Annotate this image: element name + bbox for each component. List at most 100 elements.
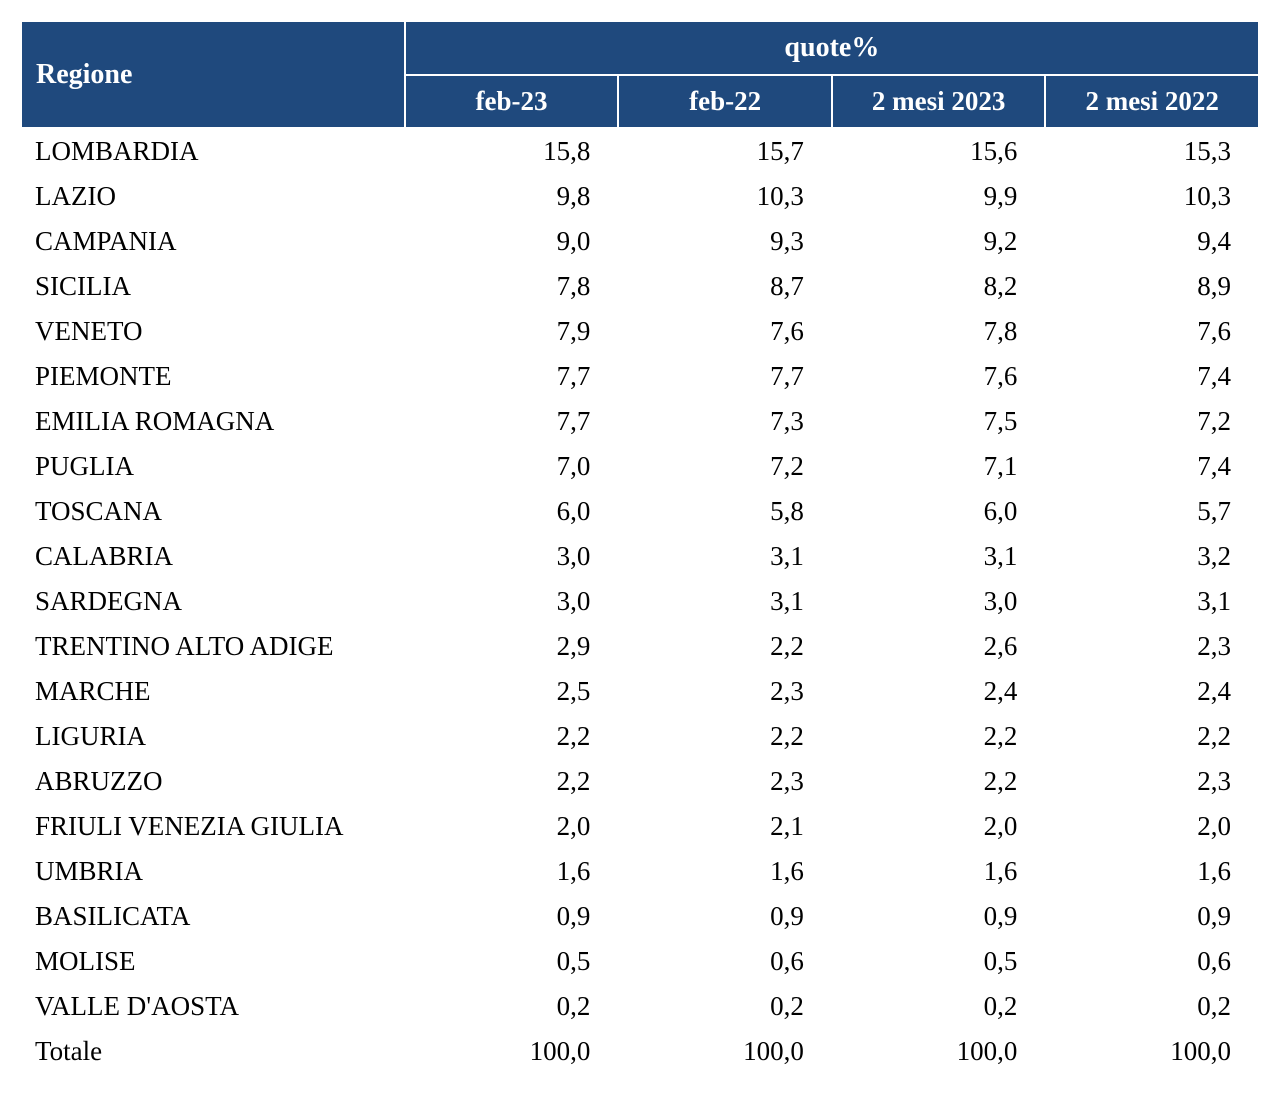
region-cell: SARDEGNA (21, 579, 405, 624)
value-cell: 3,1 (618, 579, 832, 624)
region-cell: UMBRIA (21, 849, 405, 894)
value-cell: 9,9 (832, 174, 1046, 219)
region-cell: PUGLIA (21, 444, 405, 489)
value-cell: 0,5 (405, 939, 619, 984)
value-cell: 2,3 (618, 669, 832, 714)
value-cell: 0,6 (618, 939, 832, 984)
value-cell: 2,2 (618, 624, 832, 669)
region-cell: TOSCANA (21, 489, 405, 534)
value-cell: 0,2 (1045, 984, 1259, 1029)
value-cell: 7,2 (1045, 399, 1259, 444)
value-cell: 7,7 (405, 399, 619, 444)
total-row: Totale100,0100,0100,0100,0 (21, 1029, 1259, 1074)
value-cell: 1,6 (1045, 849, 1259, 894)
value-cell: 2,2 (832, 714, 1046, 759)
region-cell: PIEMONTE (21, 354, 405, 399)
value-cell: 1,6 (405, 849, 619, 894)
value-cell: 7,3 (618, 399, 832, 444)
region-cell: CALABRIA (21, 534, 405, 579)
value-cell: 6,0 (832, 489, 1046, 534)
region-cell: LOMBARDIA (21, 128, 405, 174)
table-row: VALLE D'AOSTA0,20,20,20,2 (21, 984, 1259, 1029)
table-row: BASILICATA0,90,90,90,9 (21, 894, 1259, 939)
value-cell: 7,6 (618, 309, 832, 354)
value-cell: 9,3 (618, 219, 832, 264)
value-cell: 7,1 (832, 444, 1046, 489)
region-cell: MARCHE (21, 669, 405, 714)
column-header-feb23: feb-23 (405, 75, 619, 128)
value-cell: 7,5 (832, 399, 1046, 444)
value-cell: 10,3 (1045, 174, 1259, 219)
table-row: TRENTINO ALTO ADIGE2,92,22,62,3 (21, 624, 1259, 669)
value-cell: 9,0 (405, 219, 619, 264)
value-cell: 2,0 (1045, 804, 1259, 849)
value-cell: 3,1 (832, 534, 1046, 579)
table-row: PUGLIA7,07,27,17,4 (21, 444, 1259, 489)
table-row: FRIULI VENEZIA GIULIA2,02,12,02,0 (21, 804, 1259, 849)
table-row: MOLISE0,50,60,50,6 (21, 939, 1259, 984)
value-cell: 7,6 (832, 354, 1046, 399)
value-cell: 7,6 (1045, 309, 1259, 354)
value-cell: 0,5 (832, 939, 1046, 984)
value-cell: 2,3 (1045, 624, 1259, 669)
region-cell: VALLE D'AOSTA (21, 984, 405, 1029)
value-cell: 7,7 (618, 354, 832, 399)
total-region-cell: Totale (21, 1029, 405, 1074)
value-cell: 2,0 (832, 804, 1046, 849)
value-cell: 2,4 (832, 669, 1046, 714)
value-cell: 10,3 (618, 174, 832, 219)
value-cell: 5,7 (1045, 489, 1259, 534)
table-row: LAZIO9,810,39,910,3 (21, 174, 1259, 219)
regions-quote-table: Regione quote% feb-23 feb-22 2 mesi 2023… (20, 20, 1260, 1074)
value-cell: 8,7 (618, 264, 832, 309)
region-column-header: Regione (21, 21, 405, 128)
value-cell: 7,0 (405, 444, 619, 489)
total-value-cell: 100,0 (832, 1029, 1046, 1074)
table-row: VENETO7,97,67,87,6 (21, 309, 1259, 354)
table-row: MARCHE2,52,32,42,4 (21, 669, 1259, 714)
value-cell: 2,2 (405, 714, 619, 759)
value-cell: 0,2 (618, 984, 832, 1029)
value-cell: 2,2 (832, 759, 1046, 804)
table-row: TOSCANA6,05,86,05,7 (21, 489, 1259, 534)
region-cell: FRIULI VENEZIA GIULIA (21, 804, 405, 849)
value-cell: 2,3 (618, 759, 832, 804)
region-cell: SICILIA (21, 264, 405, 309)
value-cell: 0,9 (405, 894, 619, 939)
column-header-feb22: feb-22 (618, 75, 832, 128)
value-cell: 3,1 (1045, 579, 1259, 624)
value-cell: 15,3 (1045, 128, 1259, 174)
table-row: CAMPANIA9,09,39,29,4 (21, 219, 1259, 264)
table-row: EMILIA ROMAGNA7,77,37,57,2 (21, 399, 1259, 444)
value-cell: 1,6 (618, 849, 832, 894)
region-cell: MOLISE (21, 939, 405, 984)
region-cell: ABRUZZO (21, 759, 405, 804)
value-cell: 2,0 (405, 804, 619, 849)
region-cell: VENETO (21, 309, 405, 354)
value-cell: 7,2 (618, 444, 832, 489)
value-cell: 8,9 (1045, 264, 1259, 309)
value-cell: 2,6 (832, 624, 1046, 669)
region-cell: LAZIO (21, 174, 405, 219)
value-cell: 0,9 (832, 894, 1046, 939)
column-header-2mesi2022: 2 mesi 2022 (1045, 75, 1259, 128)
value-cell: 15,8 (405, 128, 619, 174)
value-cell: 9,8 (405, 174, 619, 219)
value-cell: 2,1 (618, 804, 832, 849)
value-cell: 7,7 (405, 354, 619, 399)
value-cell: 3,1 (618, 534, 832, 579)
value-cell: 2,2 (405, 759, 619, 804)
value-cell: 3,0 (832, 579, 1046, 624)
column-header-2mesi2023: 2 mesi 2023 (832, 75, 1046, 128)
value-cell: 8,2 (832, 264, 1046, 309)
total-value-cell: 100,0 (1045, 1029, 1259, 1074)
quote-column-group-header: quote% (405, 21, 1259, 75)
total-value-cell: 100,0 (618, 1029, 832, 1074)
value-cell: 0,6 (1045, 939, 1259, 984)
value-cell: 9,4 (1045, 219, 1259, 264)
value-cell: 2,9 (405, 624, 619, 669)
region-cell: LIGURIA (21, 714, 405, 759)
table-row: LIGURIA2,22,22,22,2 (21, 714, 1259, 759)
value-cell: 7,8 (405, 264, 619, 309)
value-cell: 7,4 (1045, 354, 1259, 399)
